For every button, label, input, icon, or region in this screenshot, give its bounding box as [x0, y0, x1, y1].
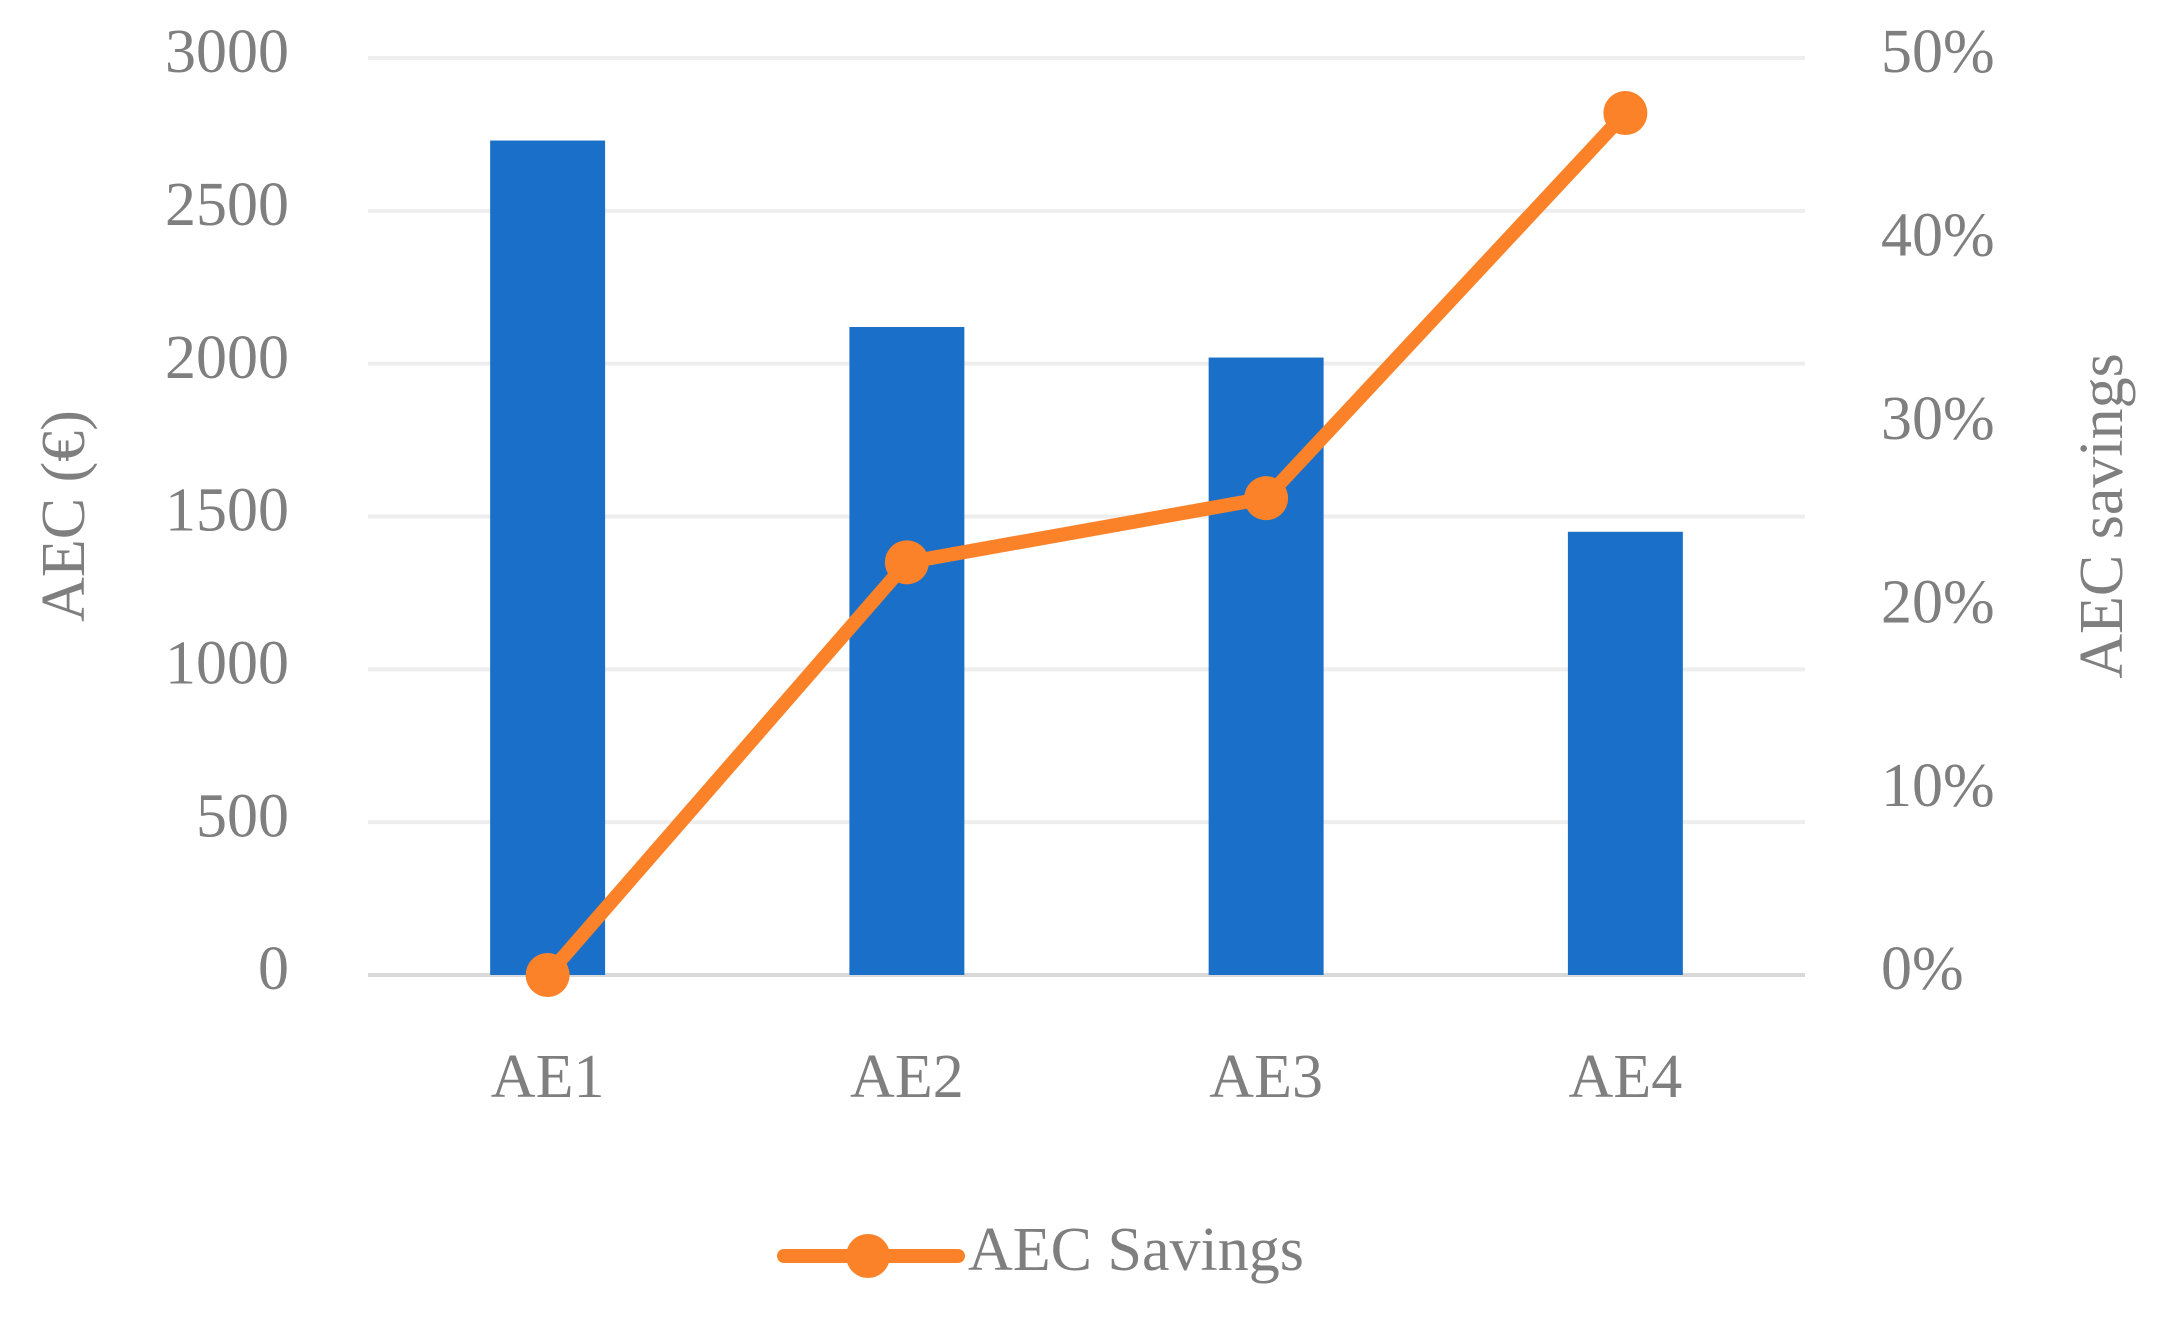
- line-marker: [525, 953, 570, 997]
- x-tick-label: AE4: [1569, 1043, 1683, 1111]
- bar: [849, 326, 965, 975]
- y2-tick-label: 10%: [1881, 752, 1995, 820]
- line-marker: [1603, 91, 1648, 136]
- x-tick-label: AE3: [1209, 1043, 1323, 1111]
- y-axis-title: AEC (€): [30, 410, 98, 622]
- line: [542, 108, 1631, 980]
- y2-tick-label: 0%: [1881, 935, 1964, 1003]
- y-tick-label: 2000: [165, 324, 289, 392]
- x-tick-label: AE1: [491, 1043, 605, 1111]
- y-tick-label: 2500: [165, 171, 289, 239]
- y-tick-label: 1500: [165, 477, 289, 545]
- legend-label: AEC Savings: [968, 1216, 1304, 1284]
- y-tick-label: 1000: [165, 630, 289, 698]
- y2-tick-label: 30%: [1881, 385, 1995, 453]
- y-tick-label: 0: [258, 935, 289, 1003]
- bar: [1567, 531, 1683, 975]
- x-tick-label: AE2: [850, 1043, 964, 1111]
- line-marker: [884, 540, 929, 585]
- y2-axis-title: AEC savings: [2068, 353, 2136, 679]
- bar: [490, 140, 606, 975]
- y2-tick-label: 50%: [1881, 18, 1995, 86]
- y2-tick-label: 20%: [1881, 568, 1995, 636]
- y2-tick-label: 40%: [1881, 202, 1995, 270]
- legend-marker: [846, 1234, 890, 1278]
- line-marker: [1244, 476, 1289, 521]
- y-tick-label: 500: [196, 782, 289, 850]
- y-tick-label: 3000: [165, 18, 289, 86]
